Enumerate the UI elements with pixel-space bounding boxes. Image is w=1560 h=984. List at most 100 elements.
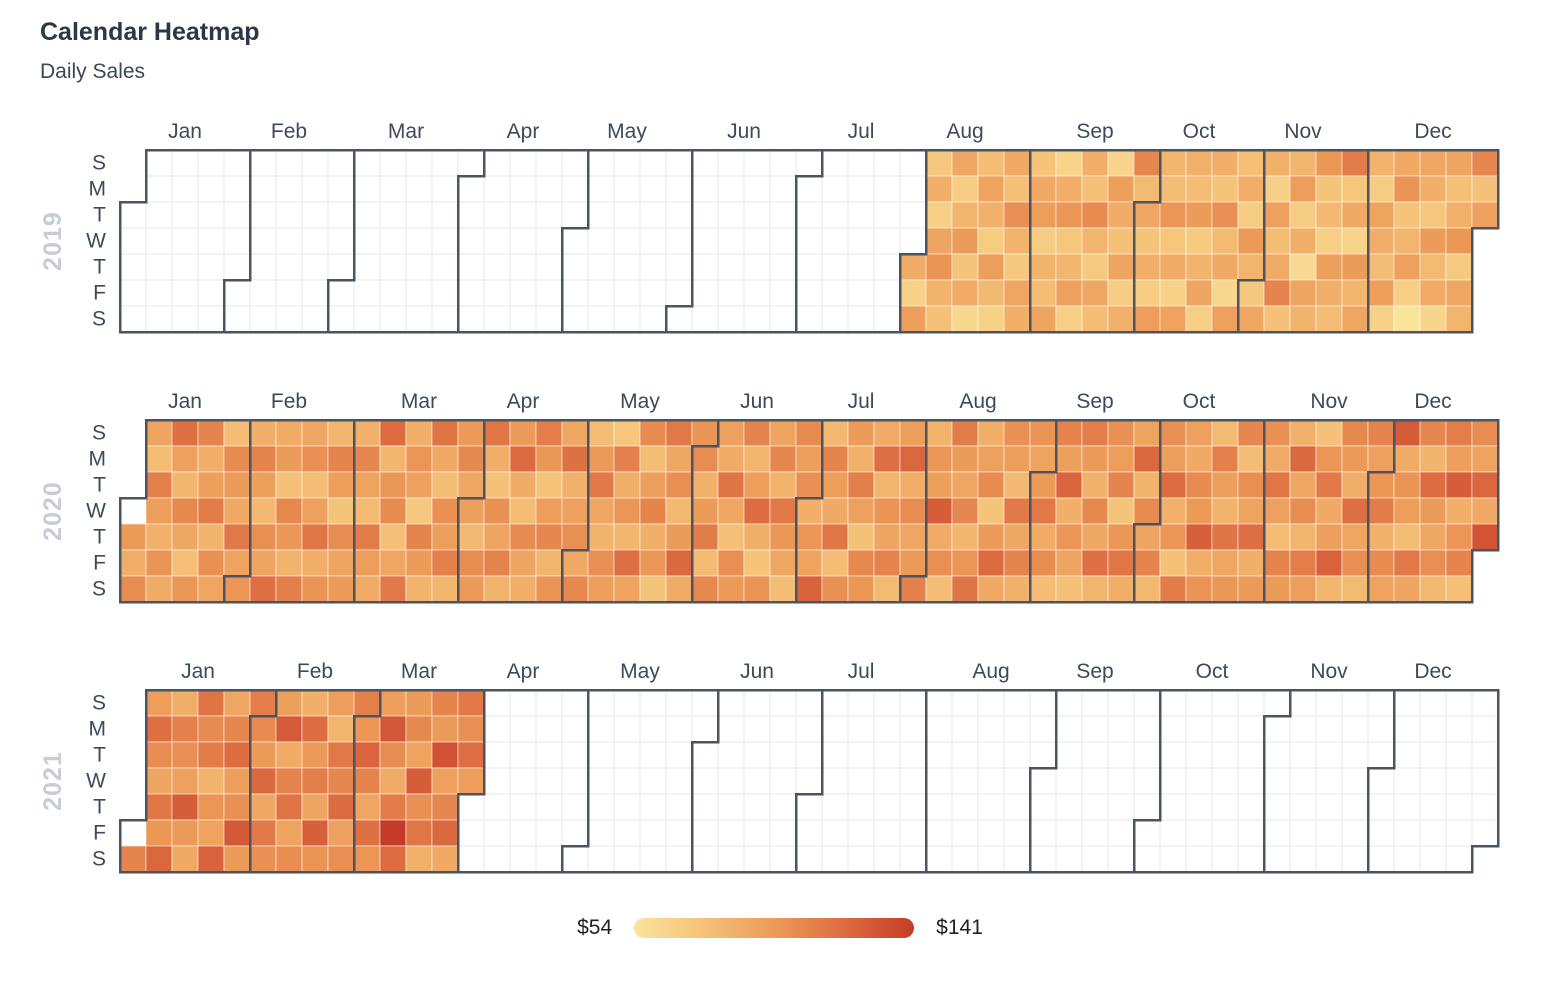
month-label: May [607, 120, 647, 143]
day-cell [1159, 149, 1187, 177]
month-label: Apr [507, 390, 540, 413]
empty-day-cell [587, 793, 615, 821]
day-cell [457, 497, 485, 525]
day-cell [977, 471, 1005, 499]
empty-day-cell [691, 175, 719, 203]
day-cell [899, 497, 927, 525]
day-cell [223, 715, 251, 743]
day-cell [1133, 175, 1161, 203]
empty-day-cell [743, 305, 771, 333]
day-cell [977, 149, 1005, 177]
day-cell [1133, 445, 1161, 473]
empty-day-cell [1289, 715, 1317, 743]
day-cell [1289, 445, 1317, 473]
day-cell [665, 575, 693, 603]
day-cell [275, 575, 303, 603]
empty-day-cell [1341, 767, 1369, 795]
empty-day-cell [249, 149, 277, 177]
day-cell [197, 523, 225, 551]
day-cell [1003, 305, 1031, 333]
empty-day-cell [301, 149, 329, 177]
empty-day-cell [743, 845, 771, 873]
empty-day-cell [639, 845, 667, 873]
day-cell [457, 419, 485, 447]
day-cell [1315, 497, 1343, 525]
day-cell [1237, 175, 1265, 203]
empty-day-cell [743, 689, 771, 717]
day-cell [665, 419, 693, 447]
empty-day-cell [171, 279, 199, 307]
empty-day-cell [1107, 767, 1135, 795]
day-cell [665, 445, 693, 473]
empty-day-cell [717, 819, 745, 847]
day-cell [1289, 575, 1317, 603]
empty-day-cell [1341, 793, 1369, 821]
day-cell [483, 549, 511, 577]
day-cell [1419, 253, 1447, 281]
day-cell [1263, 175, 1291, 203]
day-cell [1107, 149, 1135, 177]
empty-day-cell [483, 227, 511, 255]
day-cell [951, 175, 979, 203]
empty-day-cell [1081, 767, 1109, 795]
day-cell [431, 845, 459, 873]
empty-day-cell [613, 845, 641, 873]
empty-day-cell [1029, 689, 1057, 717]
empty-day-cell [665, 741, 693, 769]
day-cell [1029, 575, 1057, 603]
empty-day-cell [899, 715, 927, 743]
day-cell [145, 819, 173, 847]
day-cell [769, 497, 797, 525]
day-cell [327, 715, 355, 743]
empty-day-cell [1341, 689, 1369, 717]
empty-day-cell [1055, 741, 1083, 769]
day-cell [301, 793, 329, 821]
empty-day-cell [1237, 845, 1265, 873]
day-cell [1367, 201, 1395, 229]
day-cell [1315, 201, 1343, 229]
empty-day-cell [977, 715, 1005, 743]
day-cell [1211, 201, 1239, 229]
empty-day-cell [1341, 741, 1369, 769]
empty-day-cell [613, 305, 641, 333]
day-cell [1263, 279, 1291, 307]
day-cell [1367, 575, 1395, 603]
month-label: Nov [1284, 120, 1322, 143]
day-cell [1003, 419, 1031, 447]
day-cell [1237, 471, 1265, 499]
empty-day-cell [171, 305, 199, 333]
day-cell [561, 523, 589, 551]
empty-day-cell [847, 741, 875, 769]
day-cell [873, 549, 901, 577]
day-cell [171, 445, 199, 473]
day-cell [1263, 445, 1291, 473]
day-cell [951, 227, 979, 255]
day-cell [145, 549, 173, 577]
empty-day-cell [691, 201, 719, 229]
empty-day-cell [795, 253, 823, 281]
empty-day-cell [119, 497, 147, 525]
empty-day-cell [665, 767, 693, 795]
day-cell [275, 793, 303, 821]
empty-day-cell [379, 253, 407, 281]
empty-day-cell [587, 201, 615, 229]
empty-day-cell [847, 279, 875, 307]
empty-day-cell [1055, 793, 1083, 821]
empty-day-cell [561, 741, 589, 769]
year-panel-2021: Jan Feb Mar Apr May Jun Jul Aug Sep Oct Nov DecSMTW… [39, 660, 1500, 874]
empty-day-cell [483, 253, 511, 281]
empty-day-cell [691, 227, 719, 255]
day-cell [613, 445, 641, 473]
day-cell [1185, 497, 1213, 525]
empty-day-cell [353, 175, 381, 203]
day-cell [1315, 471, 1343, 499]
day-cell [1185, 549, 1213, 577]
day-cell [301, 419, 329, 447]
day-cell [1289, 523, 1317, 551]
day-cell [1341, 227, 1369, 255]
empty-day-cell [795, 793, 823, 821]
empty-day-cell [769, 149, 797, 177]
empty-day-cell [665, 793, 693, 821]
day-cell [821, 445, 849, 473]
